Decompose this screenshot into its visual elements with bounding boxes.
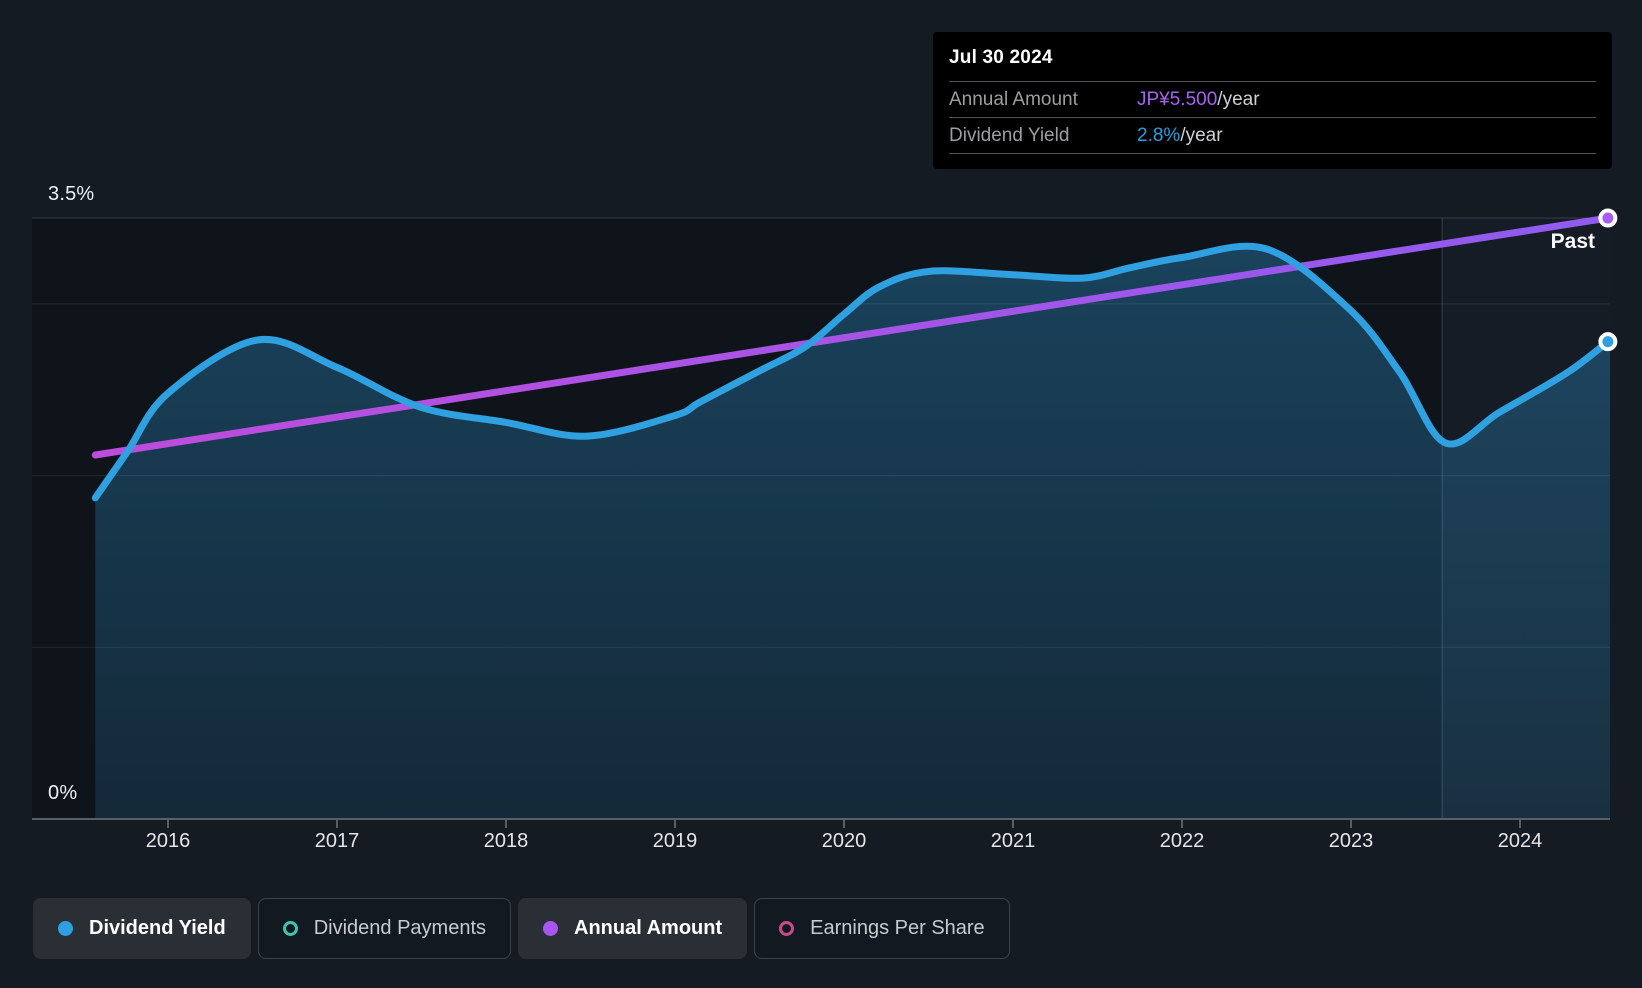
y-axis-zero-label: 0%	[48, 782, 78, 804]
past-label: Past	[1550, 230, 1595, 253]
annual-amount-dot-icon	[543, 921, 559, 936]
legend-label: Dividend Yield	[89, 917, 226, 939]
tooltip-date: Jul 30 2024	[949, 47, 1053, 68]
legend-dividend-yield[interactable]: Dividend Yield	[33, 898, 251, 959]
dividend-yield-area	[95, 246, 1610, 819]
legend-label: Dividend Payments	[313, 917, 487, 939]
chart-tooltip: Jul 30 2024 Annual Amount JP¥5.500 /year…	[933, 32, 1612, 169]
dividend-yield-line	[91, 242, 1612, 502]
dividend-yield-dot-icon	[58, 921, 73, 936]
earnings-per-share-ring-icon	[779, 921, 795, 936]
x-tick-label-2019: 2019	[652, 830, 698, 852]
x-tick-label-2024: 2024	[1497, 830, 1543, 852]
recent-period-band	[1442, 218, 1610, 819]
x-tick-label-2021: 2021	[990, 830, 1036, 852]
x-tick-label-2023: 2023	[1328, 830, 1374, 852]
tooltip-value-suffix: /year	[1217, 88, 1260, 110]
tooltip-label: Dividend Yield	[949, 124, 1070, 146]
tooltip-label: Annual Amount	[949, 88, 1078, 110]
tooltip-value: JP¥5.500	[1137, 88, 1218, 110]
chart-legend: Dividend Yield Dividend Payments Annual …	[33, 898, 1010, 959]
legend-earnings-per-share[interactable]: Earnings Per Share	[754, 898, 1010, 959]
legend-label: Annual Amount	[574, 917, 723, 939]
legend-annual-amount[interactable]: Annual Amount	[518, 898, 748, 959]
legend-label: Earnings Per Share	[810, 917, 985, 939]
x-tick-label-2016: 2016	[145, 830, 191, 852]
tooltip-row-dividend-yield: Dividend Yield 2.8% /year	[949, 117, 1596, 154]
tooltip-value: 2.8%	[1137, 124, 1181, 146]
tooltip-value-suffix: /year	[1180, 124, 1223, 146]
y-axis-top-label: 3.5%	[48, 183, 95, 205]
x-tick-label-2020: 2020	[821, 830, 867, 852]
annual-amount-end-marker	[1598, 208, 1618, 228]
x-tick-label-2017: 2017	[314, 830, 360, 852]
dividend-payments-ring-icon	[282, 921, 298, 936]
annual-amount-line	[91, 214, 1612, 459]
dividend-yield-end-marker	[1598, 332, 1618, 352]
x-tick-label-2018: 2018	[483, 830, 529, 852]
tooltip-row-annual-amount: Annual Amount JP¥5.500 /year	[949, 81, 1596, 117]
x-tick-label-2022: 2022	[1159, 830, 1205, 852]
legend-dividend-payments[interactable]: Dividend Payments	[257, 898, 512, 959]
